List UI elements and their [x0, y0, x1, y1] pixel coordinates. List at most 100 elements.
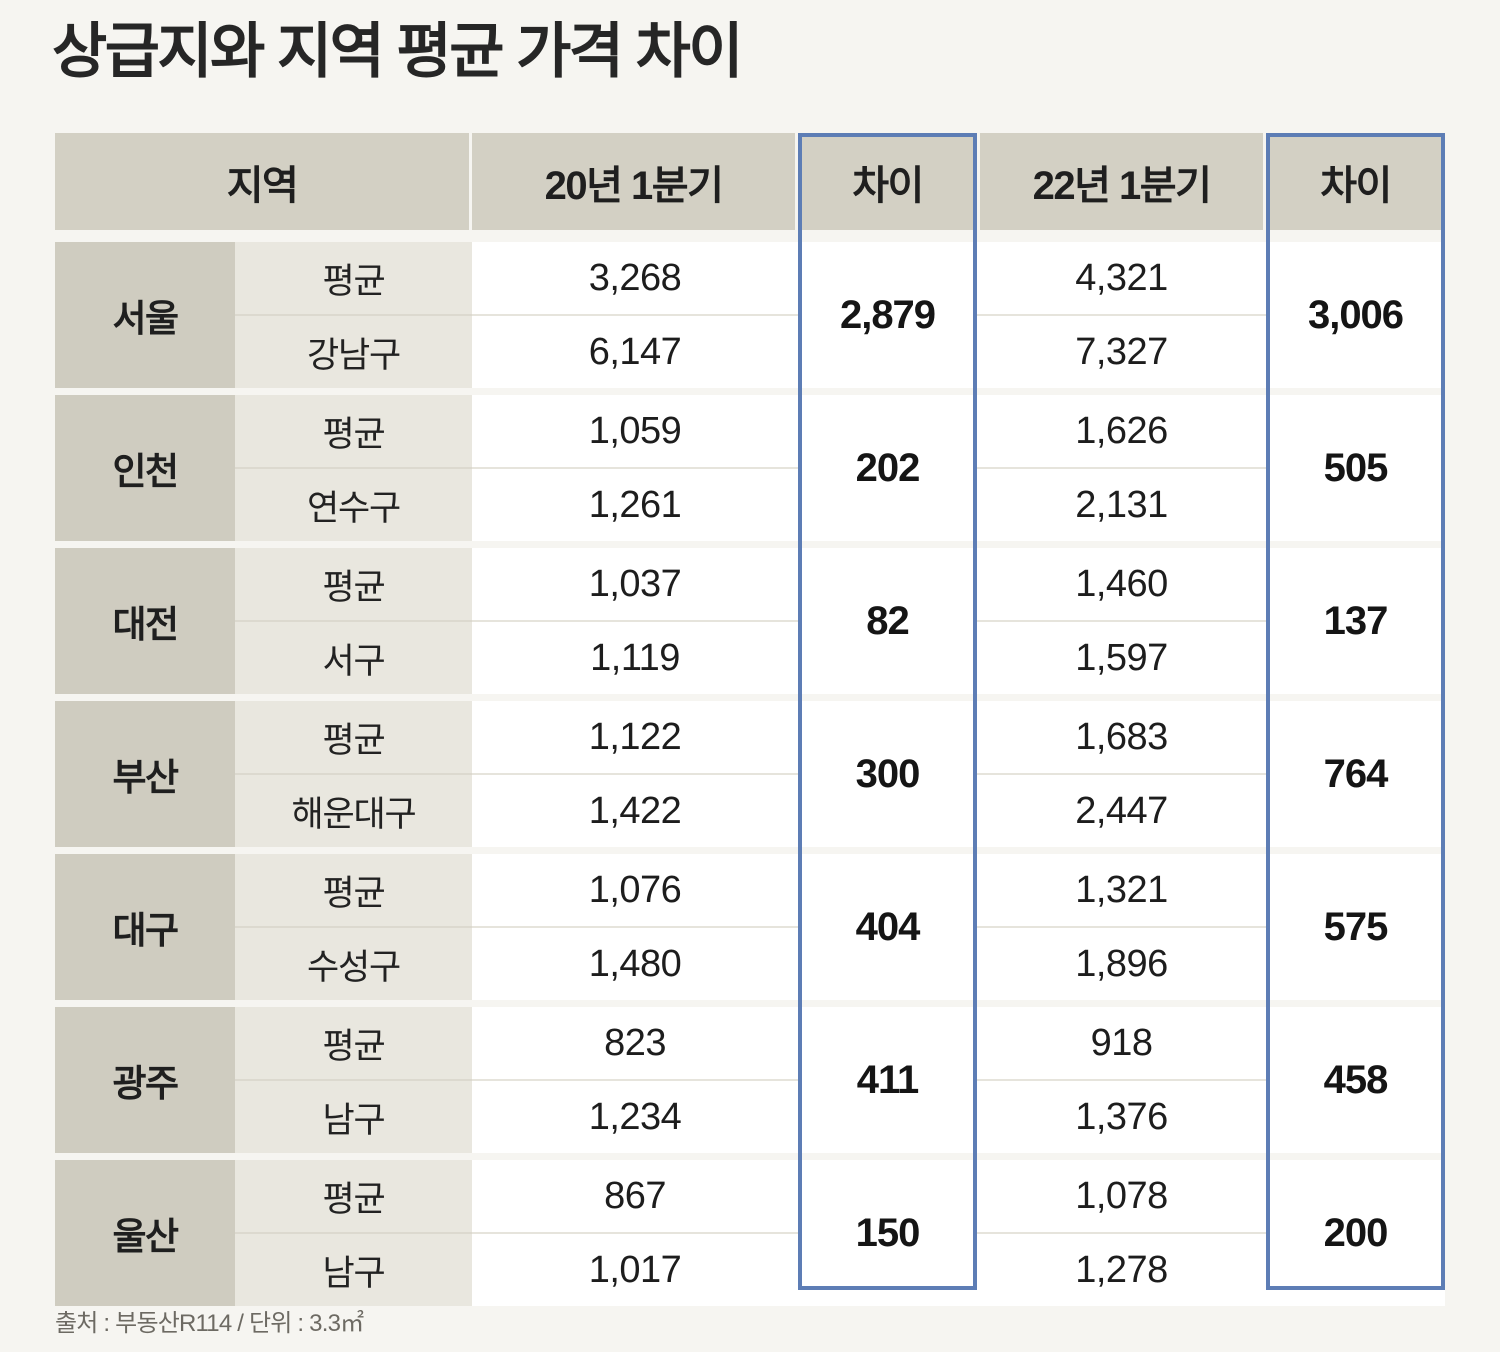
column-header-diff2: 차이 [1266, 133, 1446, 230]
table-row: 해운대구 1,422 2,447 [55, 775, 1445, 847]
page-title: 상급지와 지역 평균 가격 차이 [52, 18, 744, 85]
period2-diff-value: 505 [1266, 395, 1446, 541]
table-row: 남구 1,017 1,278 [55, 1234, 1445, 1306]
period2-top-value: 2,447 [977, 775, 1267, 847]
period2-diff-value: 3,006 [1266, 242, 1446, 388]
table-row: 수성구 1,480 1,896 [55, 928, 1445, 1000]
period1-average-value: 1,122 [472, 701, 799, 775]
sub-label-top-district: 해운대구 [235, 775, 473, 847]
period1-average-value: 3,268 [472, 242, 799, 316]
sub-label-average: 평균 [235, 854, 473, 928]
period2-average-value: 1,626 [977, 395, 1267, 469]
sub-label-top-district: 서구 [235, 622, 473, 694]
gap-cell [55, 388, 1446, 395]
table-row: 부산 평균 1,122 300 1,683 764 [55, 701, 1446, 847]
region-label: 부산 [55, 701, 235, 847]
table-row: 대구 평균 1,076 404 1,321 575 [55, 854, 1446, 1000]
gap-cell [55, 847, 1446, 854]
group-gap [55, 847, 1446, 854]
region-label: 울산 [55, 1160, 235, 1306]
gap-cell [55, 1000, 1446, 1007]
period2-diff-value: 764 [1266, 701, 1446, 847]
period1-top-value: 6,147 [472, 316, 799, 388]
period2-top-value: 1,376 [977, 1081, 1267, 1153]
table-row: 인천 평균 1,059 202 1,626 505 [55, 395, 1446, 541]
column-header-period2: 22년 1분기 [977, 133, 1267, 230]
period1-top-value: 1,422 [472, 775, 799, 847]
header-row: 지역 20년 1분기 차이 22년 1분기 차이 [55, 133, 1446, 230]
price-comparison-table: 지역 20년 1분기 차이 22년 1분기 차이 서울 평균 3,268 2,8… [55, 133, 1446, 1306]
period2-diff-value: 200 [1266, 1160, 1446, 1306]
gap-cell [55, 694, 1446, 701]
period1-average-value: 1,037 [472, 548, 799, 622]
sub-label-top-district: 수성구 [235, 928, 473, 1000]
period2-average-value: 1,078 [977, 1160, 1267, 1234]
period2-average-value: 1,460 [977, 548, 1267, 622]
group-gap [55, 1000, 1446, 1007]
column-header-region: 지역 [55, 133, 473, 230]
period2-top-value: 1,896 [977, 928, 1267, 1000]
period1-top-value: 1,261 [472, 469, 799, 541]
table-body: 서울 평균 3,268 2,879 4,321 3,006 강남구 6,147 … [55, 230, 1446, 1306]
table-row: 대전 평균 1,037 82 1,460 137 [55, 548, 1446, 694]
table-row: 남구 1,234 1,376 [55, 1081, 1445, 1153]
period1-average-value: 867 [472, 1160, 799, 1234]
table-row: 광주 평균 823 411 918 458 [55, 1007, 1446, 1153]
period2-average-value: 1,683 [977, 701, 1267, 775]
column-header-diff1: 차이 [798, 133, 978, 230]
group-gap [55, 388, 1446, 395]
sub-label-average: 평균 [235, 1160, 473, 1234]
period2-top-value: 1,278 [977, 1234, 1267, 1306]
column-header-period1: 20년 1분기 [472, 133, 799, 230]
period1-diff-value: 411 [798, 1007, 978, 1153]
table-row: 강남구 6,147 7,327 [55, 316, 1445, 388]
period1-diff-value: 404 [798, 854, 978, 1000]
table-row: 서구 1,119 1,597 [55, 622, 1445, 694]
period2-top-value: 1,597 [977, 622, 1267, 694]
period1-top-value: 1,234 [472, 1081, 799, 1153]
sub-label-average: 평균 [235, 548, 473, 622]
spacer-cell [55, 230, 1446, 242]
sub-label-top-district: 연수구 [235, 469, 473, 541]
table-row: 울산 평균 867 150 1,078 200 [55, 1160, 1446, 1306]
period2-top-value: 2,131 [977, 469, 1267, 541]
price-comparison-table-wrapper: 지역 20년 1분기 차이 22년 1분기 차이 서울 평균 3,268 2,8… [55, 133, 1446, 1306]
region-label: 대구 [55, 854, 235, 1000]
sub-label-top-district: 남구 [235, 1081, 473, 1153]
period1-diff-value: 202 [798, 395, 978, 541]
period2-average-value: 4,321 [977, 242, 1267, 316]
table-row: 서울 평균 3,268 2,879 4,321 3,006 [55, 242, 1446, 388]
period2-average-value: 1,321 [977, 854, 1267, 928]
group-gap [55, 1153, 1446, 1160]
sub-label-top-district: 남구 [235, 1234, 473, 1306]
period1-diff-value: 2,879 [798, 242, 978, 388]
period1-diff-value: 300 [798, 701, 978, 847]
group-gap [55, 694, 1446, 701]
gap-cell [55, 541, 1446, 548]
period2-diff-value: 575 [1266, 854, 1446, 1000]
period1-average-value: 823 [472, 1007, 799, 1081]
region-label: 대전 [55, 548, 235, 694]
period1-average-value: 1,059 [472, 395, 799, 469]
table-row: 연수구 1,261 2,131 [55, 469, 1445, 541]
table-header: 지역 20년 1분기 차이 22년 1분기 차이 [55, 133, 1446, 230]
period1-diff-value: 150 [798, 1160, 978, 1306]
region-label: 광주 [55, 1007, 235, 1153]
group-gap [55, 541, 1446, 548]
source-note: 출처 : 부동산R114 / 단위 : 3.3㎡ [55, 1310, 364, 1337]
period1-diff-value: 82 [798, 548, 978, 694]
sub-label-average: 평균 [235, 242, 473, 316]
region-label: 서울 [55, 242, 235, 388]
period1-top-value: 1,480 [472, 928, 799, 1000]
sub-label-top-district: 강남구 [235, 316, 473, 388]
period2-average-value: 918 [977, 1007, 1267, 1081]
period2-diff-value: 458 [1266, 1007, 1446, 1153]
period1-average-value: 1,076 [472, 854, 799, 928]
period1-top-value: 1,119 [472, 622, 799, 694]
sub-label-average: 평균 [235, 1007, 473, 1081]
period1-top-value: 1,017 [472, 1234, 799, 1306]
sub-label-average: 평균 [235, 395, 473, 469]
period2-top-value: 7,327 [977, 316, 1267, 388]
gap-cell [55, 1153, 1446, 1160]
period2-diff-value: 137 [1266, 548, 1446, 694]
